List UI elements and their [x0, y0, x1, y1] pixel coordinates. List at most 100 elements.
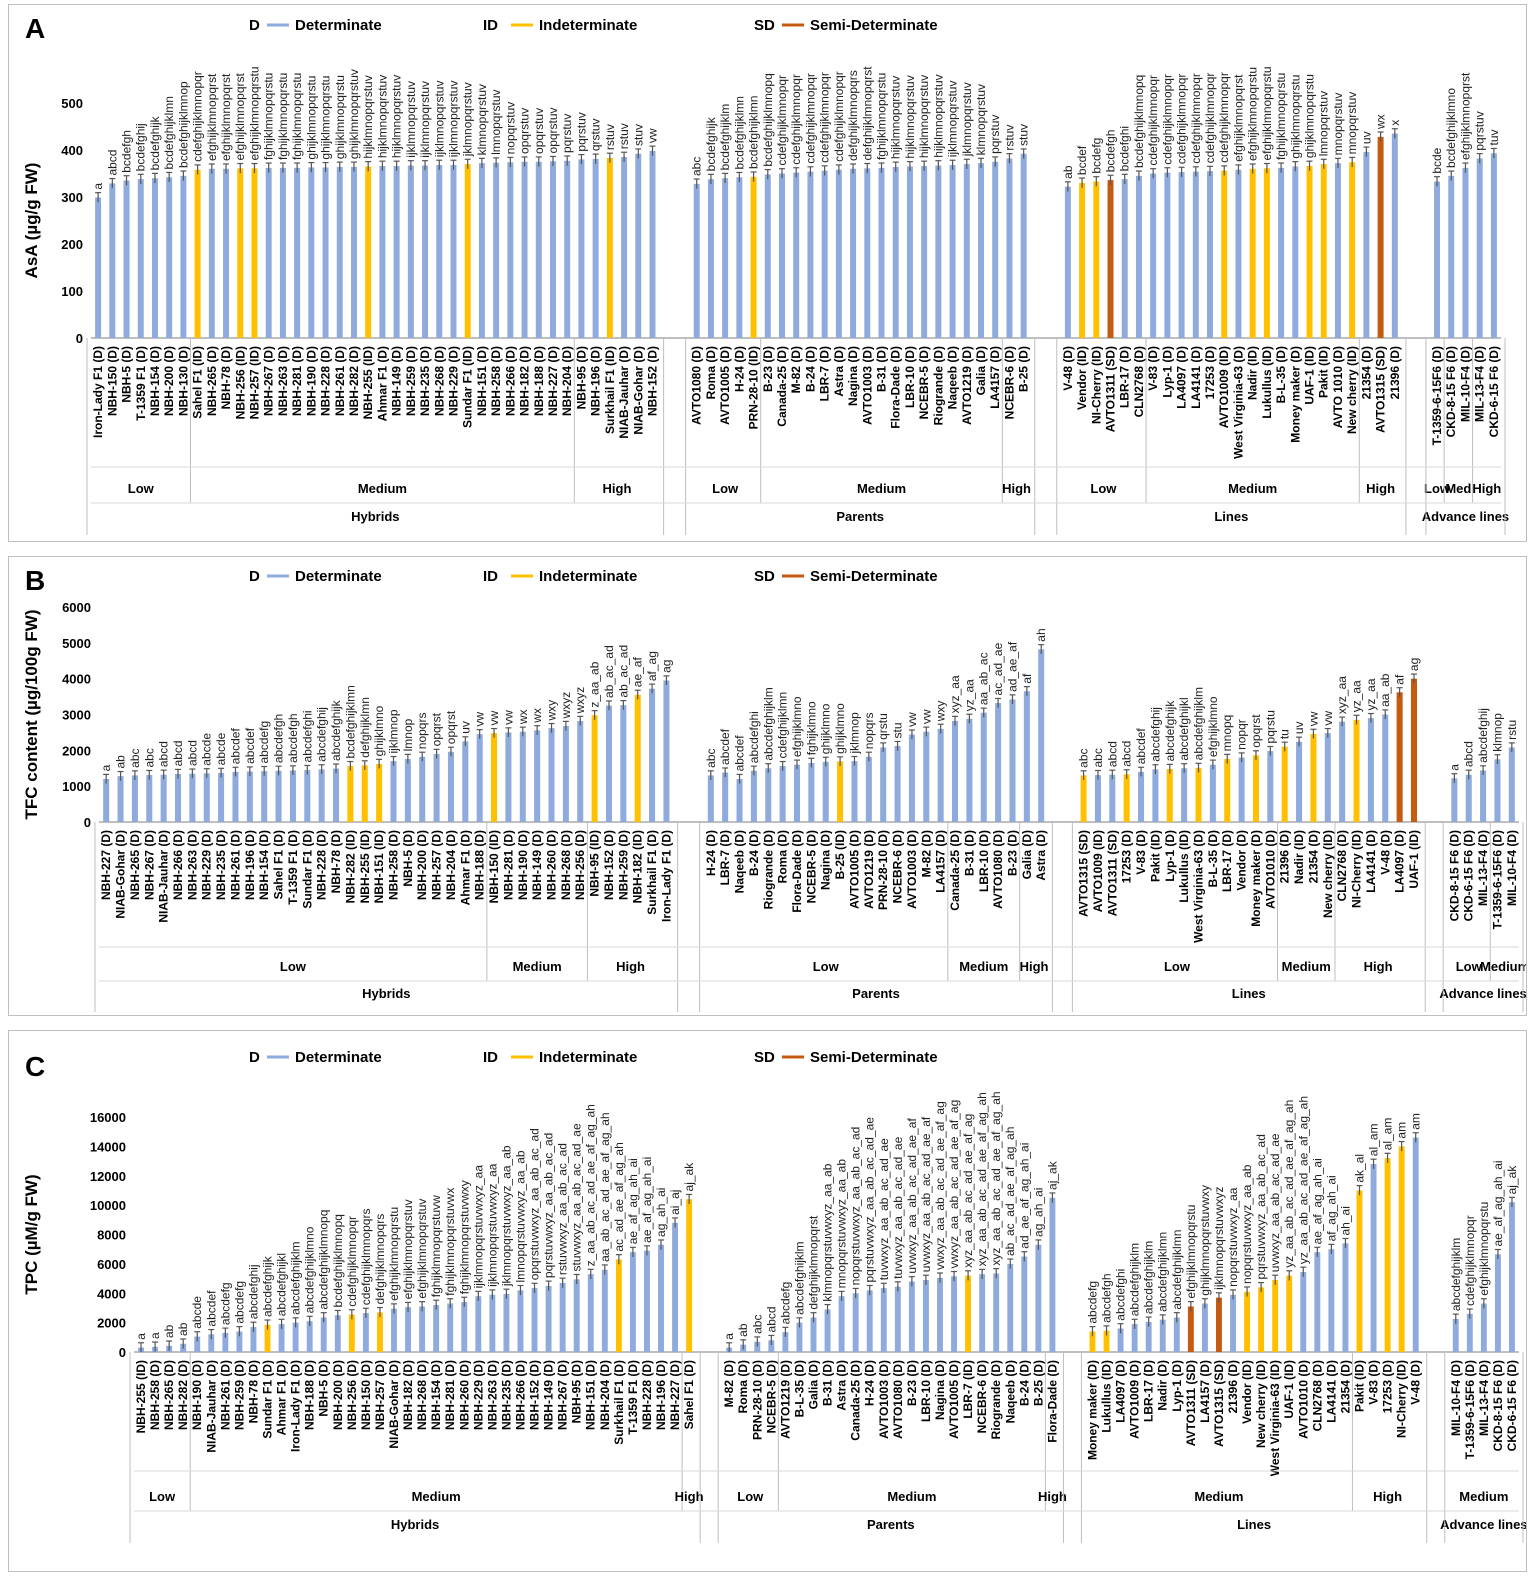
bar-vendor-d [1238, 757, 1245, 822]
significance-label: wxyz [573, 687, 587, 715]
significance-label: abcdefghijklm [792, 1241, 806, 1314]
bar-t-1359-6-15f6-d [1466, 1313, 1473, 1352]
bar-naqeeb-d [736, 779, 743, 822]
category-label: NBH-188 (D) [303, 1360, 317, 1430]
significance-label: mnopqrstuv [1345, 92, 1359, 155]
bar-nbh-257-d [376, 1312, 383, 1352]
bar-nbh-5-d [320, 1317, 327, 1352]
significance-label: ijklmnopqrstuv [446, 81, 460, 158]
bar-ncebr-6-d [1006, 158, 1013, 338]
significance-label: ac_ad_ae_af_ag_ah [612, 1142, 626, 1251]
bar-nbh-255-id [365, 166, 372, 338]
significance-label: abcdefghijklmnopq [317, 1210, 331, 1310]
category-label: NBH-282 (D) [176, 1360, 190, 1430]
significance-label: ghijklmno [833, 703, 847, 754]
significance-label: bcdefghij [134, 123, 148, 171]
significance-label: af [1393, 674, 1407, 685]
category-label: NBH-182 (D) [401, 1360, 415, 1430]
legend-code-id: ID [483, 568, 498, 585]
bar-nbh-200-d [166, 177, 173, 338]
bar-avto1009-id [1221, 170, 1228, 338]
significance-label: efghijklmno [1206, 696, 1220, 757]
bar-nbh-188-d [306, 1321, 313, 1352]
significance-label: ag_ah_ai [654, 1188, 668, 1237]
bar-nbh-281-d [294, 167, 301, 338]
significance-label: fghijklmnopqrstuvwxy [457, 1180, 471, 1294]
panel-c: C D Determinate ID Indeterminate SD Semi-Dete… [8, 1030, 1527, 1572]
bar-astra-d [835, 169, 842, 338]
significance-label: abcd [185, 740, 199, 766]
bar-nbh-265-d [208, 168, 215, 338]
bar-niab-jauhar-d [621, 157, 628, 338]
bar-lbr-10-d [906, 166, 913, 338]
subgroup-label-medium: Medium [358, 481, 407, 496]
bar-nadir-id [1296, 741, 1303, 822]
subgroup-label-high: High [1364, 959, 1393, 974]
significance-label: opqrst [430, 712, 444, 746]
significance-label: abcdefgh [286, 713, 300, 762]
bar-nbh-235-d [503, 1293, 510, 1352]
category-label: V-83 (D) [1134, 830, 1148, 875]
bar-nbh-78-d [250, 1327, 257, 1352]
bar-naqeeb-d [949, 165, 956, 338]
significance-label: nopqrs [862, 713, 876, 750]
category-label: H-24 (D) [732, 346, 746, 392]
category-label: NBH-229 (D) [446, 346, 460, 416]
significance-label: abcdefghijklmn [1156, 1232, 1170, 1312]
category-label: LA4157 (D) [1198, 1360, 1212, 1423]
category-label: 21396 (D) [1226, 1360, 1240, 1413]
bar-b-l-35-d [1209, 764, 1216, 822]
significance-label: ag [659, 660, 673, 673]
category-label: Sundar F1 (D) [261, 1360, 275, 1439]
significance-label: cdefghijklmnopqr [1203, 73, 1217, 164]
bar-lbr-10-d [922, 1280, 929, 1352]
bar-ahmar-f1-d [278, 1324, 285, 1352]
significance-label: bcdefgh [1104, 130, 1118, 173]
significance-label: abcdefghijkl [1177, 697, 1191, 760]
significance-label: efghijklmnopqrstuv [415, 1199, 429, 1299]
bar-nagina-d [937, 1277, 943, 1352]
significance-label: vw [919, 709, 933, 724]
category-label: AVTO1009 (ID) [1217, 346, 1231, 428]
bar-surkhail-f1-d [649, 688, 656, 822]
category-label: NBH-152 (D) [528, 1360, 542, 1430]
category-label: LA4141 (D) [1189, 346, 1203, 409]
category-label: NBH-281 (D) [290, 346, 304, 416]
category-label: NBH-281 (D) [443, 1360, 457, 1430]
subgroup-label-high: High [1373, 1489, 1402, 1504]
bar-17253-d [1123, 774, 1130, 822]
legend-code-sd: SD [754, 568, 775, 585]
bar-t-1359-f1-d [629, 1252, 636, 1352]
category-label: Surkhail F1 (D) [645, 830, 659, 915]
category-label: AVTO1009 (D) [1128, 1360, 1142, 1439]
bar-avto1080-d [894, 1286, 901, 1352]
category-label: Sahel F1 (ID) [191, 346, 205, 419]
bar-iron-lady-f1-d [95, 197, 102, 338]
significance-label: pqrstuv [1473, 111, 1487, 150]
group-label-hybrids: Hybrids [391, 1517, 439, 1532]
bar-b-24-d [1021, 1256, 1028, 1352]
category-label: B-31 (D) [821, 1360, 835, 1406]
significance-label: qrstu [876, 713, 890, 740]
category-label: NBH-78 (D) [329, 830, 343, 893]
significance-label: abcd [1105, 741, 1119, 767]
significance-label: ab [176, 1322, 190, 1336]
category-label: NBH-268 (D) [432, 346, 446, 416]
bar-nbh-268-d [419, 1306, 426, 1352]
bar-ahmar-f1-d [379, 165, 386, 338]
bar-v-48-d [1382, 714, 1389, 822]
significance-label: klmnop [1490, 713, 1504, 752]
panel-a: A D Determinate ID Indeterminate SD Semi-Dete… [8, 4, 1527, 542]
subgroup-label-medium: Medium [1194, 1489, 1243, 1504]
significance-label: yz_aa_ab_ac_ad_ae_af_ag_ah [1296, 1096, 1310, 1264]
subgroup-label-low: Low [280, 959, 307, 974]
significance-label: xyz_aa_ab_ac_ad_ae_af_ag_ah [975, 1092, 989, 1266]
bar-ncebr-6-d [979, 1274, 986, 1352]
category-label: AVTO1003 (D) [860, 346, 874, 425]
significance-label: ijklmnopqrstuvwxyz [1212, 1186, 1226, 1289]
y-tick-label: 14000 [90, 1139, 126, 1154]
category-label: LA4141 (D) [1324, 1360, 1338, 1423]
category-label: Money maker (ID) [1085, 1360, 1099, 1460]
bar-canada-25-d [779, 173, 785, 338]
category-label: NBH-268 (D) [415, 1360, 429, 1430]
